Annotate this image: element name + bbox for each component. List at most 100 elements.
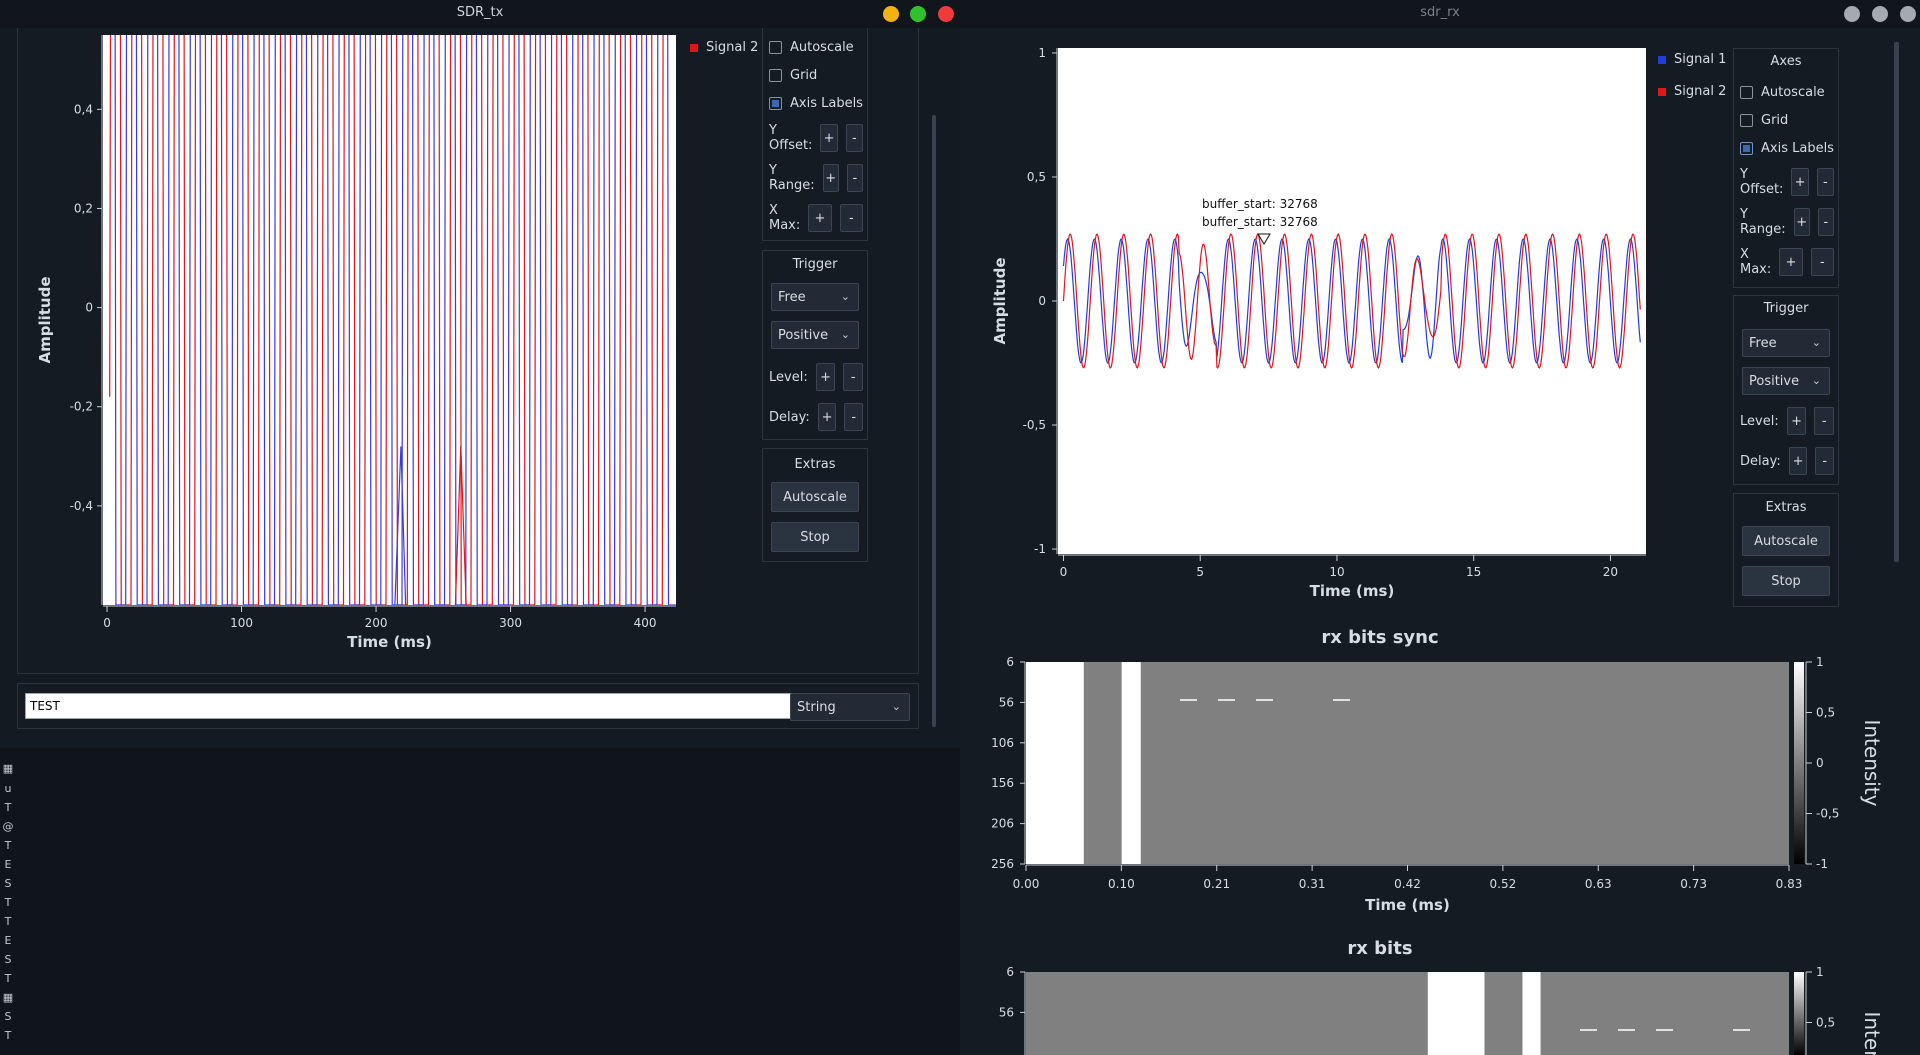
autoscale-button[interactable]: Autoscale xyxy=(1742,526,1830,556)
colorbar-tick-label: 0,5 xyxy=(1816,706,1835,720)
delay-plus-button[interactable]: + xyxy=(1788,447,1808,475)
stop-button[interactable]: Stop xyxy=(771,522,859,552)
delay-minus-button[interactable]: - xyxy=(1815,447,1834,475)
x-max-label: X Max: xyxy=(769,203,801,233)
heatmap-cell xyxy=(1522,972,1541,1055)
x-max-plus-button[interactable]: + xyxy=(1779,248,1803,276)
heatmap-cell xyxy=(1540,972,1789,1055)
trigger-slope-select[interactable]: Positive ⌄ xyxy=(771,321,859,349)
y-tick-label: -0,4 xyxy=(70,499,93,513)
grid-checkbox[interactable]: Grid xyxy=(1740,111,1788,129)
series-line-2 xyxy=(114,35,676,605)
rx-bits-heatmap: 6 56 1 0,5 Intensity xyxy=(999,965,1884,1055)
y-tick-label: 6 xyxy=(1006,965,1014,979)
y-range-minus-button[interactable]: - xyxy=(846,164,863,192)
minimize-button[interactable] xyxy=(1844,6,1860,22)
x-max-label: X Max: xyxy=(1740,247,1772,277)
checkbox-box[interactable] xyxy=(769,68,782,82)
format-select[interactable]: String ⌄ xyxy=(790,693,910,721)
side-character: u xyxy=(4,782,12,795)
checkbox-label: Axis Labels xyxy=(1761,140,1834,156)
series-line-1 xyxy=(1062,237,1641,365)
legend-label: Signal 2 xyxy=(1674,84,1727,99)
side-character: S xyxy=(4,1010,12,1023)
trigger-slope-select[interactable]: Positive ⌄ xyxy=(1742,367,1830,395)
legend-swatch xyxy=(1658,55,1666,64)
maximize-button[interactable] xyxy=(910,6,926,22)
autoscale-checkbox[interactable]: Autoscale xyxy=(769,38,854,56)
delay-control: Delay: + - xyxy=(1740,446,1834,476)
x-max-plus-button[interactable]: + xyxy=(808,204,832,232)
minimize-button[interactable] xyxy=(883,6,899,22)
rx-bits-sync-title: rx bits sync xyxy=(1321,627,1439,648)
rx-window-title: sdr_rx xyxy=(1420,5,1460,20)
x-max-minus-button[interactable]: - xyxy=(1810,248,1834,276)
rx-axes-group: Axes Autoscale Grid Axis Labels Y Offset… xyxy=(1733,48,1839,288)
maximize-button[interactable] xyxy=(1872,6,1888,22)
y-range-minus-button[interactable]: - xyxy=(1817,208,1834,236)
y-tick-label: 0,4 xyxy=(74,102,93,116)
checkbox-label: Autoscale xyxy=(1761,84,1825,100)
x-tick-label: 0.42 xyxy=(1394,877,1421,891)
tx-series-group xyxy=(109,35,676,606)
autoscale-checkbox[interactable]: Autoscale xyxy=(1740,83,1825,101)
x-tick-label: 0.00 xyxy=(1013,877,1040,891)
autoscale-button[interactable]: Autoscale xyxy=(771,482,859,512)
tx-axes-group: Autoscale Grid Axis Labels Y Offset: + - Y… xyxy=(762,28,868,241)
tx-window-title: SDR_tx xyxy=(456,5,504,20)
colorbar-tick-label: 0,5 xyxy=(1816,1016,1835,1030)
y-offset-minus-button[interactable]: - xyxy=(1816,168,1834,196)
heatmap-cell xyxy=(1026,662,1084,864)
message-input[interactable] xyxy=(25,693,795,719)
checkbox-box[interactable] xyxy=(769,40,782,54)
y-range-plus-button[interactable]: + xyxy=(1793,208,1810,236)
y-offset-plus-button[interactable]: + xyxy=(1791,168,1809,196)
level-plus-button[interactable]: + xyxy=(815,363,836,391)
trigger-mode-select[interactable]: Free ⌄ xyxy=(771,283,859,311)
level-minus-button[interactable]: - xyxy=(843,363,863,391)
trigger-mode-select[interactable]: Free ⌄ xyxy=(1742,329,1830,357)
y-tick-label: 0,5 xyxy=(1027,170,1046,184)
axis-labels-checkbox[interactable]: Axis Labels xyxy=(769,94,863,112)
y-offset-minus-button[interactable]: - xyxy=(845,124,863,152)
y-tick-label: 0 xyxy=(85,301,93,315)
plot-background xyxy=(1058,48,1646,554)
y-offset-plus-button[interactable]: + xyxy=(820,124,838,152)
y-tick-label: 1 xyxy=(1038,46,1046,60)
x-max-minus-button[interactable]: - xyxy=(839,204,863,232)
tooltip-line-2: buffer_start: 32768 xyxy=(1202,215,1318,229)
x-axis-label: Time (ms) xyxy=(1365,896,1450,914)
axis-labels-checkbox[interactable]: Axis Labels xyxy=(1740,139,1834,157)
y-tick-label: 0 xyxy=(1038,294,1046,308)
rx-time-plot: 1 0,5 0 -0,5 -1 0 5 10 15 20 Time (ms) Amplitude bu… xyxy=(991,44,1650,600)
side-character: @ xyxy=(2,820,14,833)
marker-triangle-icon xyxy=(1257,233,1271,245)
rx-scrollbar[interactable] xyxy=(1894,42,1899,562)
checkbox-box[interactable] xyxy=(1740,141,1753,155)
delay-minus-button[interactable]: - xyxy=(844,403,863,431)
y-axis-label: Amplitude xyxy=(36,276,54,363)
grid-checkbox[interactable]: Grid xyxy=(769,66,817,84)
checkbox-box[interactable] xyxy=(1740,85,1753,99)
colorbar-tick-label: -1 xyxy=(1816,857,1828,871)
y-offset-control: Y Offset: + - xyxy=(769,123,863,153)
box-glyph-icon: ▦ xyxy=(2,991,14,1004)
rx-trigger-group: Trigger Free ⌄ Positive ⌄ Level: + - Delay: +… xyxy=(1733,295,1839,485)
level-minus-button[interactable]: - xyxy=(1814,407,1834,435)
y-range-plus-button[interactable]: + xyxy=(822,164,839,192)
checkbox-box[interactable] xyxy=(1740,113,1753,127)
y-range-label: Y Range: xyxy=(1740,207,1786,237)
series-line-1 xyxy=(109,35,664,605)
stop-button[interactable]: Stop xyxy=(1742,566,1830,596)
level-plus-button[interactable]: + xyxy=(1786,407,1807,435)
close-button[interactable] xyxy=(1900,6,1916,22)
tx-input-panel: String ⌄ xyxy=(17,683,919,729)
delay-plus-button[interactable]: + xyxy=(817,403,837,431)
checkbox-box[interactable] xyxy=(769,96,782,110)
legend-label: Signal 1 xyxy=(1674,52,1727,67)
trigger-slope-value: Positive xyxy=(778,327,829,343)
heatmap-cell xyxy=(1083,662,1122,864)
close-button[interactable] xyxy=(938,6,954,22)
legend-swatch xyxy=(690,43,698,52)
tx-scrollbar[interactable] xyxy=(932,115,936,727)
